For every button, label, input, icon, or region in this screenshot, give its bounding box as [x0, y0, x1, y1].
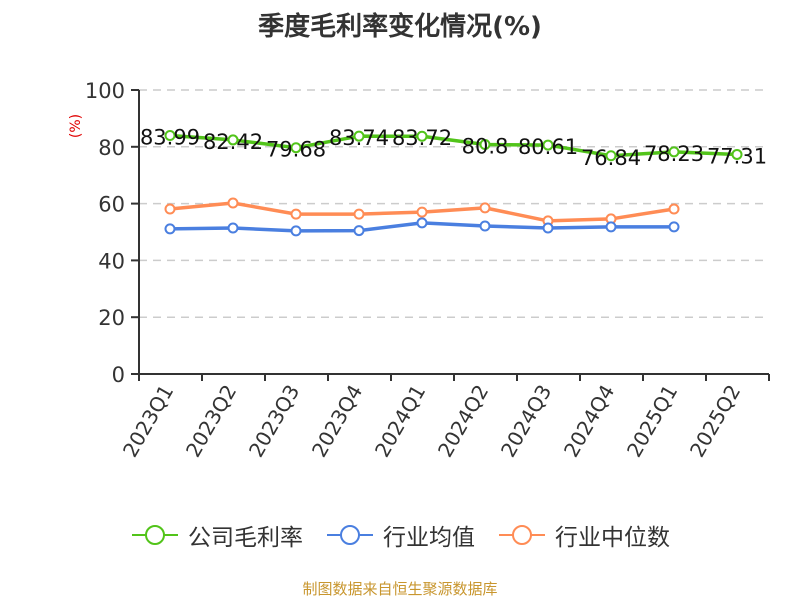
- y-tick-label: 40: [98, 249, 125, 273]
- x-tick-label: 2023Q2: [181, 381, 241, 462]
- data-point[interactable]: [668, 146, 680, 158]
- data-label: 80.61: [518, 135, 578, 159]
- data-point[interactable]: [542, 222, 554, 234]
- data-label: 79.68: [266, 138, 326, 162]
- x-tick-label: 2024Q1: [370, 381, 430, 462]
- data-label: 77.31: [707, 144, 767, 168]
- data-point[interactable]: [479, 139, 491, 151]
- data-point[interactable]: [416, 217, 428, 229]
- x-tick-label: 2023Q1: [118, 381, 178, 462]
- data-point[interactable]: [227, 222, 239, 234]
- data-label: 82.42: [203, 130, 263, 154]
- data-point[interactable]: [290, 225, 302, 237]
- data-point[interactable]: [416, 206, 428, 218]
- data-point[interactable]: [731, 148, 743, 160]
- x-tick-label: 2023Q3: [244, 381, 304, 462]
- legend-label: 行业均值: [383, 525, 475, 551]
- legend-item-industry-avg[interactable]: 行业均值: [325, 518, 475, 552]
- data-point[interactable]: [479, 202, 491, 214]
- data-point[interactable]: [164, 203, 176, 215]
- x-tick-label: 2024Q4: [559, 381, 619, 462]
- y-tick-label: 0: [112, 363, 125, 387]
- data-point[interactable]: [353, 225, 365, 237]
- data-point[interactable]: [668, 203, 680, 215]
- legend-line-circle-icon: [327, 525, 373, 545]
- data-point[interactable]: [227, 197, 239, 209]
- data-label: 83.72: [392, 126, 452, 150]
- data-label: 78.23: [644, 142, 704, 166]
- series-line: [169, 133, 738, 158]
- y-tick-label: 60: [98, 193, 125, 217]
- data-point[interactable]: [353, 208, 365, 220]
- data-point[interactable]: [605, 221, 617, 233]
- data-label: 83.74: [329, 126, 389, 150]
- x-tick-label: 2025Q2: [685, 381, 745, 462]
- y-tick-label: 100: [85, 79, 125, 103]
- data-source-note: 制图数据来自恒生聚源数据库: [302, 580, 498, 598]
- data-point[interactable]: [479, 220, 491, 232]
- data-point[interactable]: [164, 129, 176, 141]
- x-tick-label: 2024Q2: [433, 381, 493, 462]
- data-point[interactable]: [227, 134, 239, 146]
- y-axis-unit-label: (%): [68, 114, 84, 138]
- data-point[interactable]: [542, 139, 554, 151]
- data-point[interactable]: [416, 130, 428, 142]
- legend-label: 行业中位数: [555, 525, 670, 551]
- data-label: 80.8: [462, 135, 509, 159]
- legend: 公司毛利率 行业均值 行业中位数: [0, 518, 800, 552]
- data-point[interactable]: [668, 221, 680, 233]
- x-tick-label: 2025Q1: [622, 381, 682, 462]
- legend-label: 公司毛利率: [188, 525, 303, 551]
- data-point[interactable]: [164, 223, 176, 235]
- data-point[interactable]: [290, 142, 302, 154]
- data-label: 76.84: [581, 146, 641, 170]
- legend-item-company[interactable]: 公司毛利率: [130, 518, 303, 552]
- x-tick-label: 2023Q4: [307, 381, 367, 462]
- data-point[interactable]: [290, 208, 302, 220]
- legend-line-circle-icon: [132, 525, 178, 545]
- chart-title: 季度毛利率变化情况(%): [258, 12, 542, 42]
- data-point[interactable]: [353, 130, 365, 142]
- legend-line-circle-icon: [499, 525, 545, 545]
- y-tick-label: 20: [98, 306, 125, 330]
- y-tick-label: 80: [98, 136, 125, 160]
- data-point[interactable]: [605, 150, 617, 162]
- legend-item-industry-median[interactable]: 行业中位数: [497, 518, 670, 552]
- data-label: 83.99: [140, 125, 200, 149]
- x-tick-label: 2024Q3: [496, 381, 556, 462]
